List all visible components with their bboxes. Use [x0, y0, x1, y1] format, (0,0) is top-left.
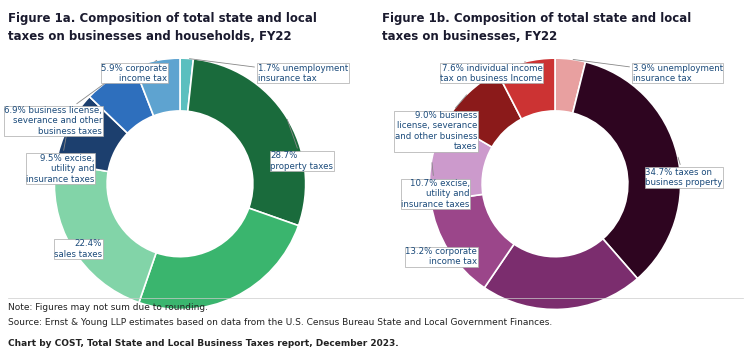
Text: 28.7%
property taxes: 28.7% property taxes [271, 120, 334, 171]
Text: 22.4%
sales taxes: 22.4% sales taxes [54, 239, 102, 259]
Text: 9.5% excise,
utility and
insurance taxes: 9.5% excise, utility and insurance taxes [26, 130, 94, 184]
Text: 24.9% individual
income tax: 24.9% individual income tax [0, 358, 1, 359]
Text: Figure 1a. Composition of total state and local: Figure 1a. Composition of total state an… [8, 12, 316, 25]
Text: 3.9% unemployment
insurance tax: 3.9% unemployment insurance tax [573, 60, 723, 83]
Wedge shape [180, 58, 194, 111]
Text: 20.9% sales tax on
business inputs: 20.9% sales tax on business inputs [0, 358, 1, 359]
Text: 13.2% corporate
income tax: 13.2% corporate income tax [405, 247, 477, 266]
Text: Figure 1b. Composition of total state and local: Figure 1b. Composition of total state an… [382, 12, 692, 25]
Wedge shape [134, 58, 180, 116]
Text: 34.7% taxes on
business property: 34.7% taxes on business property [646, 157, 723, 187]
Text: 9.0% business
license, severance
and other business
taxes: 9.0% business license, severance and oth… [394, 95, 477, 151]
Wedge shape [188, 59, 306, 225]
Text: taxes on businesses and households, FY22: taxes on businesses and households, FY22 [8, 30, 291, 43]
Wedge shape [429, 121, 492, 202]
Text: 7.6% individual income
tax on business Income: 7.6% individual income tax on business I… [440, 62, 542, 83]
Text: 1.7% unemployment
insurance tax: 1.7% unemployment insurance tax [190, 59, 348, 83]
Wedge shape [555, 58, 586, 113]
Wedge shape [446, 72, 521, 147]
Wedge shape [430, 194, 514, 288]
Wedge shape [497, 58, 555, 119]
Text: 5.9% corporate
income tax: 5.9% corporate income tax [101, 60, 167, 83]
Text: 6.9% business license,
severance and other
business taxes: 6.9% business license, severance and oth… [4, 81, 108, 136]
Text: 10.7% excise,
utility and
insurance taxes: 10.7% excise, utility and insurance taxe… [401, 163, 470, 209]
Wedge shape [139, 208, 298, 309]
Wedge shape [484, 239, 638, 309]
Wedge shape [573, 62, 681, 279]
Wedge shape [56, 97, 128, 172]
Text: Source: Ernst & Young LLP estimates based on data from the U.S. Census Bureau St: Source: Ernst & Young LLP estimates base… [8, 318, 552, 327]
Text: taxes on businesses, FY22: taxes on businesses, FY22 [382, 30, 558, 43]
Wedge shape [89, 67, 154, 133]
Text: Note: Figures may not sum due to rounding.: Note: Figures may not sum due to roundin… [8, 303, 208, 312]
Wedge shape [54, 163, 156, 303]
Text: Chart by COST, Total State and Local Business Taxes report, December 2023.: Chart by COST, Total State and Local Bus… [8, 339, 398, 348]
